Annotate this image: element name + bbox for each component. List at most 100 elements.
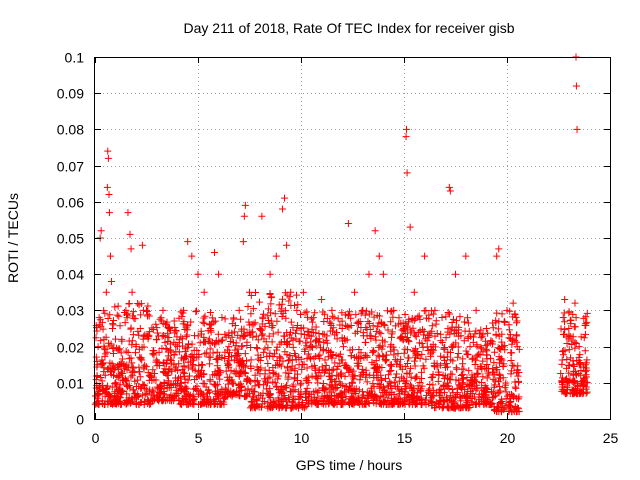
data-point	[341, 387, 349, 395]
data-point	[113, 311, 121, 319]
data-point	[498, 356, 506, 364]
data-point	[239, 238, 247, 246]
data-point	[206, 360, 214, 368]
data-point	[106, 252, 114, 260]
data-point	[184, 364, 192, 372]
data-point	[143, 308, 151, 316]
data-point	[178, 366, 186, 374]
data-point	[152, 320, 160, 328]
data-point	[221, 355, 229, 363]
data-point	[208, 314, 216, 322]
data-point	[394, 350, 402, 358]
data-point	[216, 375, 224, 383]
data-point	[170, 317, 178, 325]
data-point	[98, 361, 106, 369]
data-point	[372, 327, 380, 335]
data-point	[395, 377, 403, 385]
data-point	[558, 356, 566, 364]
data-point	[264, 344, 272, 352]
chart-title: Day 211 of 2018, Rate Of TEC Index for r…	[184, 20, 515, 36]
data-point	[505, 399, 513, 407]
data-point	[359, 306, 367, 314]
data-point	[560, 309, 568, 317]
data-point	[354, 318, 362, 326]
data-point	[206, 309, 214, 317]
data-point	[111, 397, 119, 405]
data-point	[200, 398, 208, 406]
data-point	[489, 324, 497, 332]
data-point	[310, 388, 318, 396]
data-point	[416, 315, 424, 323]
data-point	[444, 379, 452, 387]
data-point	[442, 313, 450, 321]
data-point	[351, 329, 359, 337]
data-point	[347, 384, 355, 392]
data-point	[143, 306, 150, 314]
data-point	[256, 298, 264, 306]
data-point	[355, 386, 363, 394]
data-point	[286, 293, 294, 301]
data-point	[574, 382, 582, 390]
data-point	[116, 361, 124, 369]
data-point	[148, 324, 156, 332]
data-point	[564, 377, 572, 385]
data-point	[448, 343, 456, 351]
data-point	[311, 366, 319, 374]
data-point	[349, 346, 357, 354]
data-point	[287, 318, 295, 326]
data-point	[564, 361, 572, 369]
data-point	[412, 333, 420, 341]
data-point	[582, 385, 590, 393]
data-point	[284, 375, 292, 383]
data-point	[333, 383, 341, 391]
data-point	[400, 390, 408, 398]
data-point	[139, 380, 147, 388]
data-point	[338, 309, 346, 317]
data-point	[219, 398, 227, 406]
data-point	[212, 382, 220, 390]
data-point	[264, 317, 272, 325]
data-point	[113, 372, 121, 380]
data-point	[244, 385, 252, 393]
data-point	[581, 347, 589, 355]
data-point	[190, 385, 198, 393]
data-point	[258, 212, 266, 220]
data-point	[119, 377, 127, 385]
data-point	[183, 331, 191, 339]
data-point	[471, 393, 479, 401]
data-point	[572, 82, 580, 90]
data-point	[573, 125, 581, 133]
data-point	[448, 399, 456, 407]
data-point	[494, 344, 502, 352]
data-point	[211, 400, 219, 408]
data-point	[193, 346, 201, 354]
data-point	[498, 338, 506, 346]
data-point	[257, 403, 265, 411]
data-point	[149, 397, 157, 405]
data-point	[256, 325, 264, 332]
data-point	[341, 311, 349, 319]
data-point	[440, 344, 448, 352]
data-point	[232, 370, 240, 378]
data-point	[136, 399, 144, 407]
data-point	[395, 320, 403, 328]
data-point	[343, 323, 351, 331]
data-point	[452, 376, 460, 384]
data-point	[175, 339, 183, 347]
data-point	[251, 382, 259, 390]
data-point	[193, 386, 201, 394]
data-point	[404, 318, 412, 326]
data-point	[406, 364, 414, 372]
y-tick-label: 0.05	[57, 231, 84, 247]
data-point	[266, 393, 274, 401]
data-point	[495, 353, 503, 361]
data-point	[326, 318, 334, 326]
data-point	[582, 364, 590, 372]
data-point	[478, 345, 486, 353]
data-point	[153, 358, 161, 366]
data-point	[254, 355, 262, 363]
data-point	[132, 343, 140, 351]
data-point	[350, 375, 358, 383]
data-point	[460, 337, 468, 345]
data-point	[129, 364, 137, 372]
